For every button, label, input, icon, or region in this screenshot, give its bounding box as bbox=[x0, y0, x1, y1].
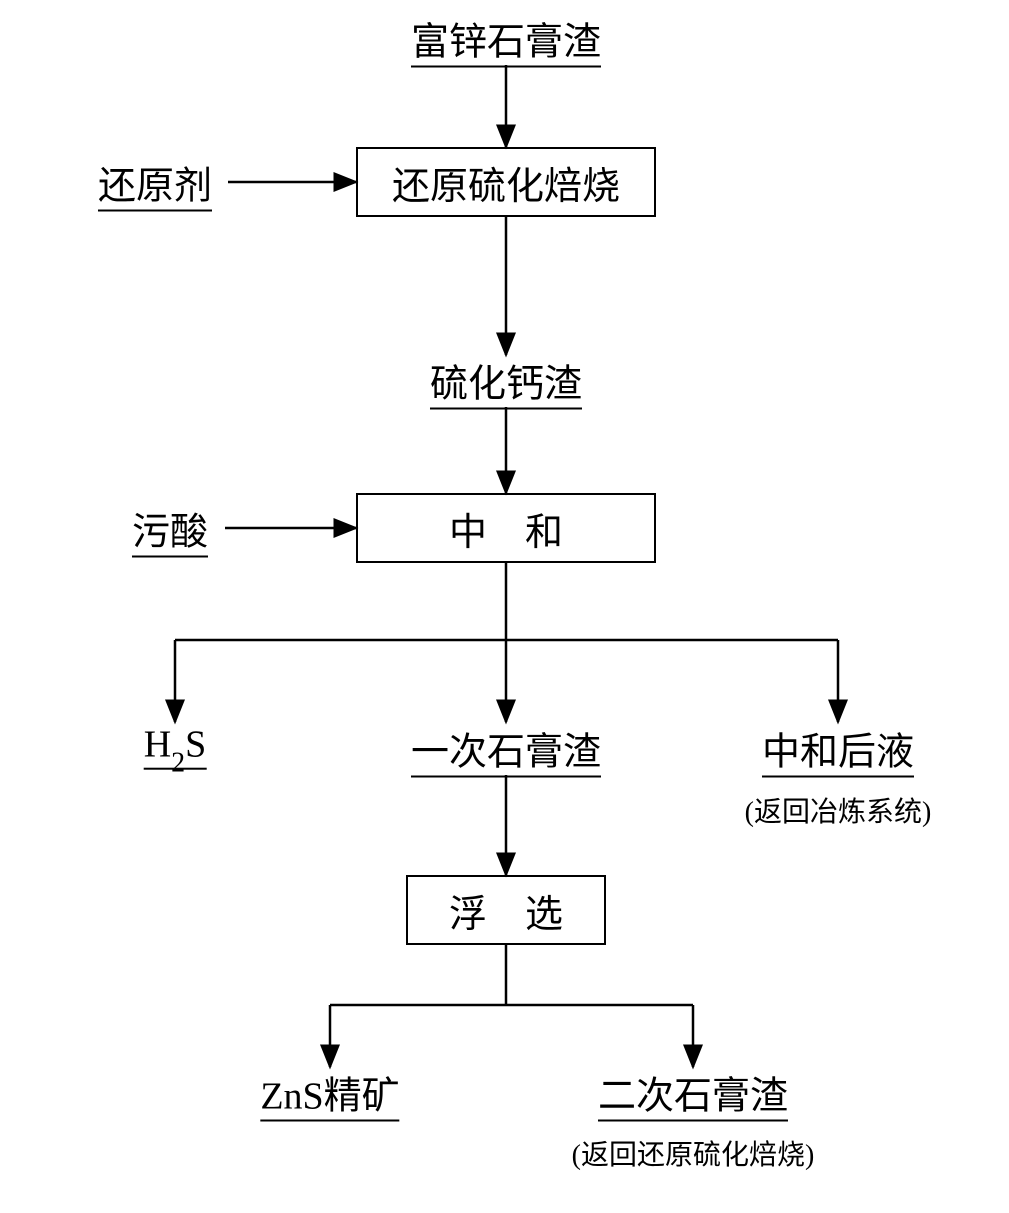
edges-svg bbox=[0, 0, 1009, 1213]
